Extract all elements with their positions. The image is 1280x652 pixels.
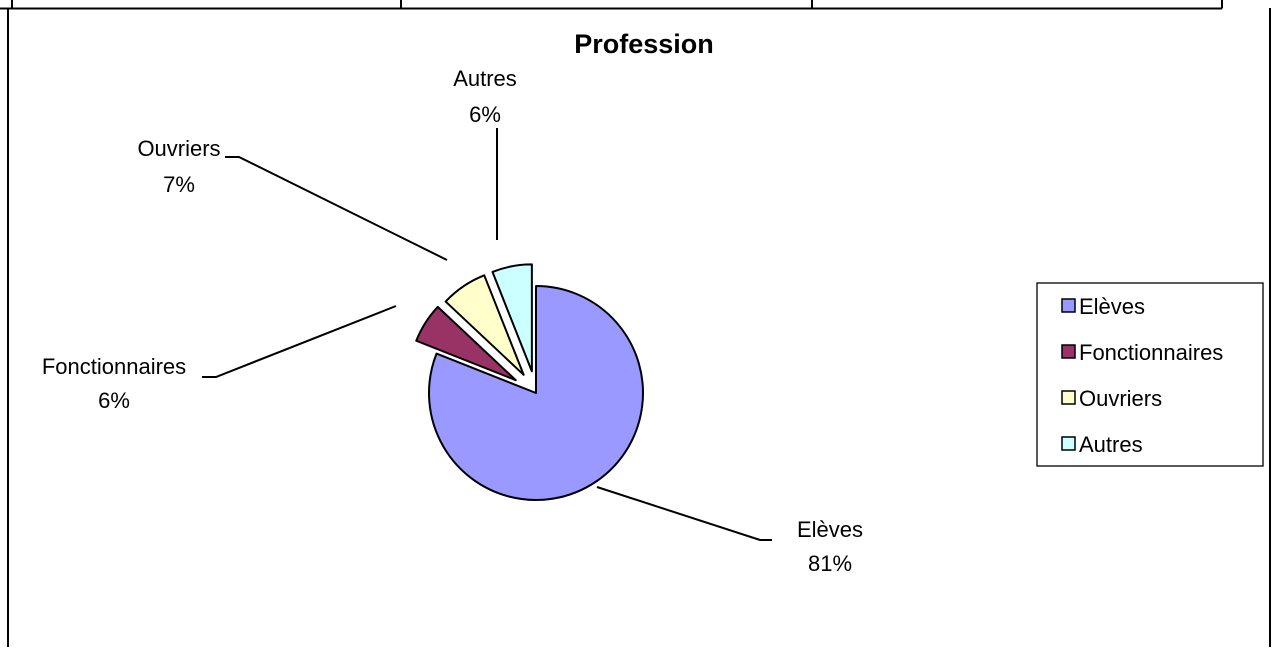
pie-slice-2 — [444, 274, 525, 376]
legend-label-3: Autres — [1079, 432, 1143, 457]
data-labels: Elèves 81% Fonctionnaires 6% Ouvriers 7% Autre… — [42, 66, 863, 576]
chart-title: Profession — [574, 29, 714, 59]
legend-swatch-1 — [1061, 344, 1076, 359]
pie-slice-3 — [491, 263, 533, 373]
legend: Elèves Fonctionnaires Ouvriers Autres — [1036, 282, 1264, 467]
data-label-value-2: 7% — [163, 172, 195, 197]
data-label-value-1: 6% — [98, 388, 130, 413]
leader-line-0 — [596, 486, 772, 541]
data-label-value-3: 6% — [469, 102, 501, 127]
pie-slices — [415, 263, 644, 501]
legend-box — [1036, 282, 1264, 467]
data-label-name-2: Ouvriers — [137, 136, 220, 161]
data-label-value-0: 81% — [808, 551, 852, 576]
leader-line-2 — [225, 156, 448, 261]
data-label-name-3: Autres — [453, 66, 517, 91]
legend-swatch-0 — [1061, 298, 1076, 313]
leader-lines — [202, 128, 772, 541]
data-label-name-0: Elèves — [797, 517, 863, 542]
legend-swatch-3 — [1061, 436, 1076, 451]
legend-swatch-2 — [1061, 390, 1076, 405]
pie-slice-1 — [415, 305, 517, 382]
pie-slice-0 — [428, 285, 644, 501]
legend-label-1: Fonctionnaires — [1079, 340, 1223, 365]
data-label-name-1: Fonctionnaires — [42, 354, 186, 379]
legend-label-0: Elèves — [1079, 294, 1145, 319]
legend-label-2: Ouvriers — [1079, 386, 1162, 411]
leader-line-1 — [202, 305, 397, 378]
